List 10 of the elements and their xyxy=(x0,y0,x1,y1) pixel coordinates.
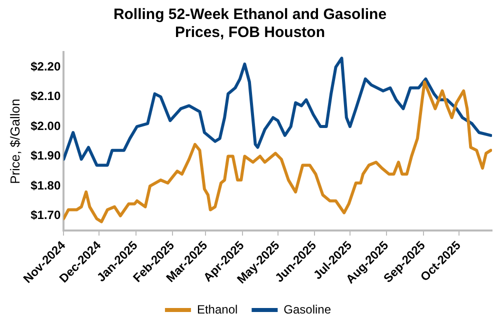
y-axis-title: Price, $/Gallon xyxy=(7,98,22,184)
y-tick-label: $1.80 xyxy=(30,178,61,192)
y-tick-label: $2.20 xyxy=(30,59,61,74)
chart-title: Rolling 52-Week Ethanol and Gasoline Prices, FOB Houston xyxy=(112,6,388,42)
y-tick-label: $1.90 xyxy=(30,148,61,163)
legend-label: Gasoline xyxy=(284,302,332,316)
y-tick-label: $1.70 xyxy=(30,208,61,222)
y-tick-label: $2.10 xyxy=(30,89,61,104)
legend-label: Ethanol xyxy=(196,302,238,316)
y-tick-label: $2.00 xyxy=(30,118,61,133)
